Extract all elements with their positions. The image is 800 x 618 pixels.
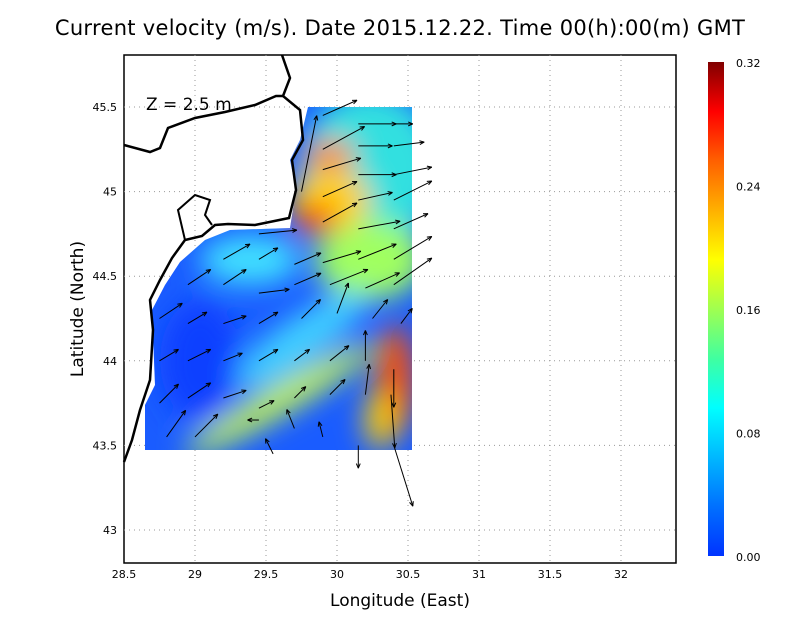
y-tick-label: 45 — [103, 186, 117, 199]
x-tick-label: 28.5 — [112, 568, 137, 581]
velocity-arrow — [294, 348, 311, 362]
velocity-arrow — [159, 383, 179, 404]
x-tick-label: 30.5 — [396, 568, 421, 581]
y-tick-label: 43.5 — [93, 439, 118, 452]
velocity-arrow — [247, 417, 259, 423]
velocity-arrow — [301, 115, 319, 192]
depth-label: Z = 2.5 m — [146, 95, 232, 115]
velocity-arrow — [362, 330, 368, 361]
velocity-arrow — [294, 386, 307, 399]
velocity-arrow — [400, 307, 413, 324]
velocity-arrow — [393, 121, 413, 127]
velocity-arrow — [393, 180, 433, 201]
velocity-arrow — [336, 282, 350, 314]
velocity-arrow — [358, 191, 393, 201]
velocity-arrow — [393, 257, 433, 286]
velocity-arrow — [358, 143, 393, 149]
velocity-arrow — [187, 311, 208, 325]
velocity-arrow — [322, 99, 358, 116]
velocity-arrow — [294, 252, 322, 265]
velocity-arrow — [159, 348, 179, 362]
velocity-arrow — [258, 247, 279, 260]
velocity-arrow — [294, 272, 322, 286]
velocity-arrow — [322, 250, 362, 264]
velocity-arrow — [194, 413, 219, 438]
velocity-arrow — [322, 157, 362, 171]
y-tick-label: 44 — [103, 355, 117, 368]
velocity-arrow — [265, 438, 274, 455]
velocity-arrow — [159, 302, 183, 319]
coastline — [122, 54, 305, 463]
velocity-arrow — [393, 235, 433, 260]
velocity-arrow — [329, 345, 350, 362]
velocity-arrow — [223, 315, 247, 325]
x-tick-label: 29.5 — [254, 568, 279, 581]
colorbar-tick-label: 0.08 — [736, 428, 761, 441]
velocity-arrow — [223, 268, 247, 286]
colorbar-tick-label: 0.24 — [736, 181, 761, 194]
x-tick-label: 32 — [614, 568, 628, 581]
velocity-arrow — [223, 243, 251, 260]
velocity-arrow — [258, 400, 275, 409]
velocity-arrow — [258, 287, 290, 294]
velocity-arrow — [391, 369, 397, 408]
velocity-arrow — [358, 243, 397, 260]
figure-title: Current velocity (m/s). Date 2015.12.22.… — [54, 16, 746, 40]
velocity-arrows — [159, 99, 433, 507]
velocity-arrow — [322, 126, 365, 150]
velocity-arrow — [365, 272, 400, 289]
velocity-arrow — [187, 382, 212, 399]
y-tick-label: 44.5 — [93, 270, 118, 283]
danube-delta-coast — [123, 94, 283, 154]
y-tick-label: 45.5 — [93, 101, 118, 114]
velocity-arrow — [301, 299, 321, 319]
colorbar-tick-label: 0.16 — [736, 304, 761, 317]
velocity-arrow — [258, 348, 279, 362]
velocity-arrow — [372, 299, 389, 319]
velocity-arrow — [258, 311, 279, 325]
velocity-arrow — [393, 445, 414, 507]
velocity-arrow — [329, 378, 346, 395]
velocity-arrow — [393, 213, 429, 230]
velocity-arrow — [317, 421, 324, 438]
velocity-arrow — [223, 389, 247, 399]
colorbar-tick-label: 0.32 — [736, 57, 761, 70]
x-tick-labels: 28.5 29 29.5 30 30.5 31 31.5 32 — [112, 568, 628, 581]
velocity-arrow — [166, 409, 187, 438]
velocity-arrow — [329, 268, 369, 286]
y-tick-label: 43 — [103, 524, 117, 537]
colorbar — [708, 62, 724, 556]
x-tick-label: 29 — [188, 568, 202, 581]
velocity-arrow — [355, 445, 361, 469]
velocity-arrow — [187, 348, 212, 362]
colorbar-tick-label: 0.00 — [736, 551, 761, 564]
y-axis-label: Latitude (North) — [68, 241, 88, 377]
inland-coast — [176, 193, 213, 241]
x-axis-label: Longitude (East) — [330, 591, 470, 611]
velocity-arrow — [322, 202, 358, 223]
y-tick-labels: 43 43.5 44 44.5 45 45.5 — [93, 101, 118, 537]
velocity-arrow — [223, 352, 243, 362]
velocity-arrow — [393, 140, 425, 147]
x-tick-label: 30 — [330, 568, 344, 581]
x-tick-label: 31 — [472, 568, 486, 581]
velocity-arrow — [286, 409, 295, 429]
velocity-arrow — [322, 180, 358, 198]
x-tick-label: 31.5 — [538, 568, 563, 581]
velocity-arrow — [187, 268, 212, 286]
colorbar-tick-labels: 0.00 0.08 0.16 0.24 0.32 — [736, 57, 761, 564]
velocity-arrow — [364, 363, 372, 395]
velocity-arrow — [393, 165, 433, 176]
velocity-arrow — [258, 228, 298, 235]
velocity-arrow — [358, 219, 401, 230]
